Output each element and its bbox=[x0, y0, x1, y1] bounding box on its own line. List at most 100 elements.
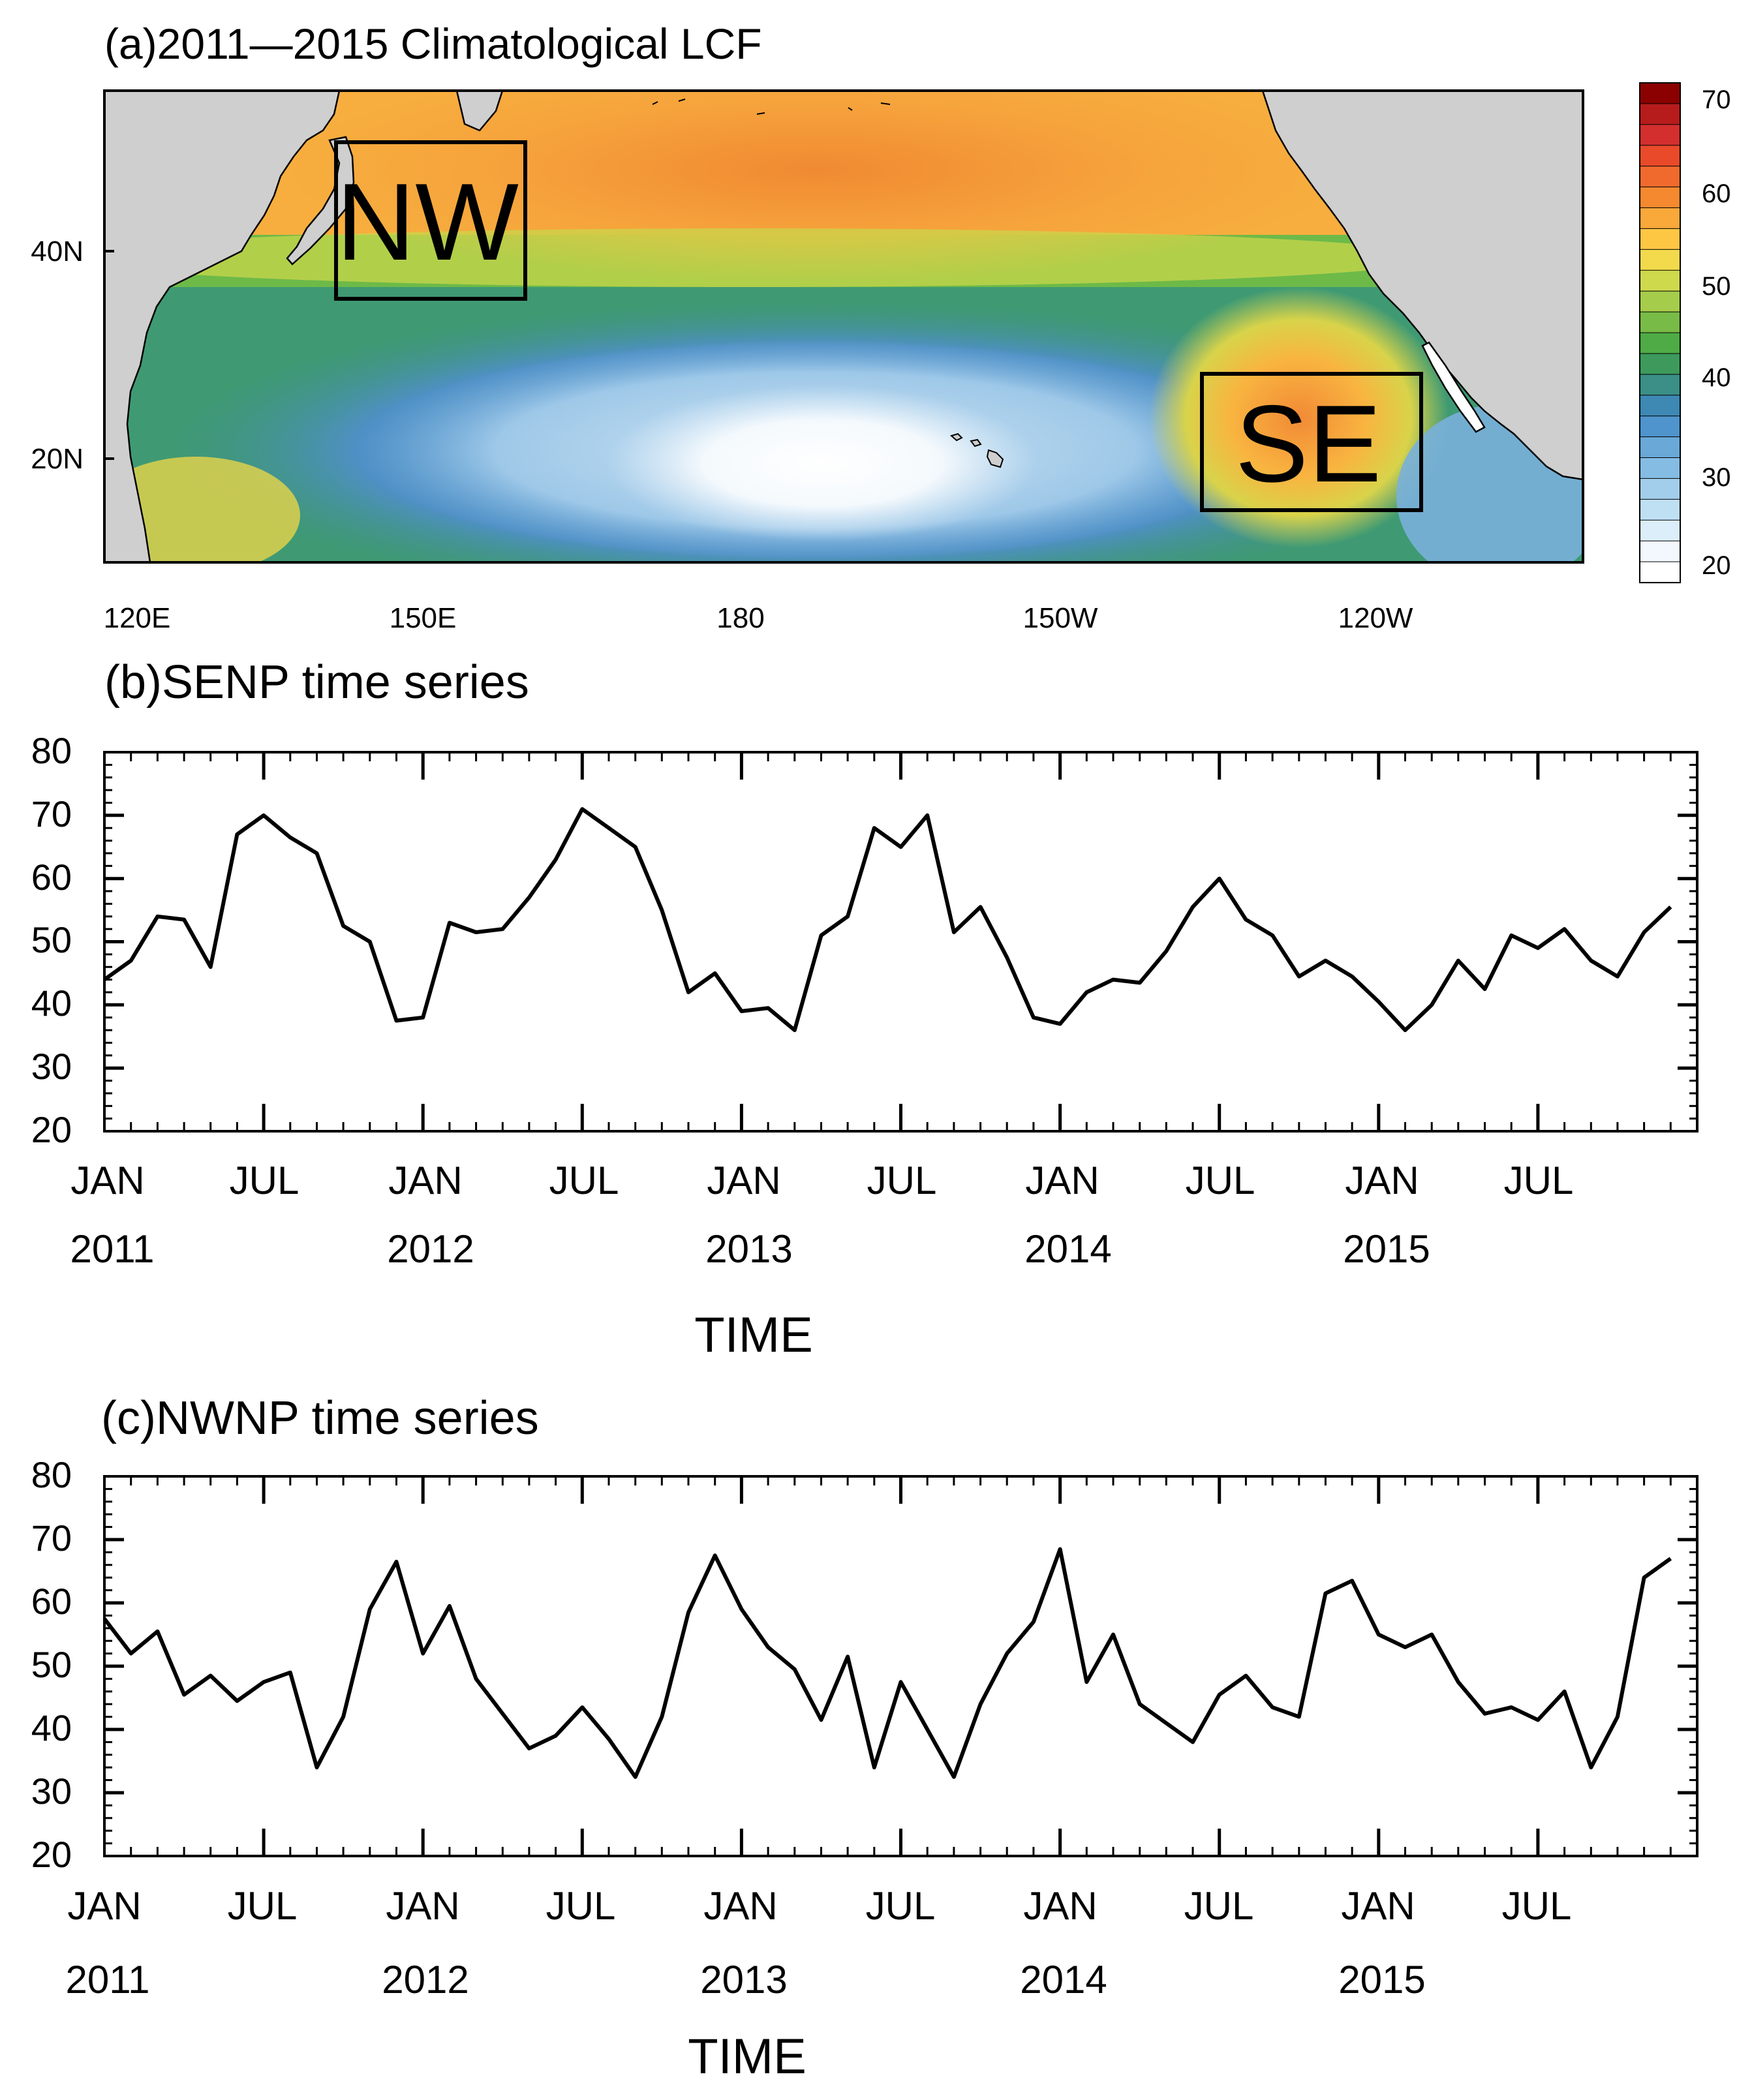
colorbar-cell bbox=[1639, 353, 1681, 375]
c-xtick-year: 2012 bbox=[382, 1958, 469, 2001]
panel-b-title: (b)SENP time series bbox=[104, 656, 529, 708]
colorbar-cell bbox=[1639, 395, 1681, 417]
c-xtick-month: JUL bbox=[228, 1884, 298, 1928]
panel-c-xticklabels: JAN JUL JAN JUL JAN JUL JAN JUL JAN JUL … bbox=[65, 1884, 1571, 2001]
colorbar-cell bbox=[1639, 269, 1681, 292]
colorbar-cell bbox=[1639, 478, 1681, 500]
colorbar-cell bbox=[1639, 457, 1681, 479]
lon-label-120e: 120E bbox=[104, 602, 171, 634]
lat-label-20n: 20N bbox=[31, 443, 84, 475]
c-xtick-year: 2015 bbox=[1338, 1958, 1425, 2001]
land-kamchatka bbox=[455, 91, 504, 132]
colorbar-cell bbox=[1639, 145, 1681, 167]
lon-label-180: 180 bbox=[716, 602, 764, 634]
colorbar-cell bbox=[1639, 311, 1681, 334]
b-ytick-80: 80 bbox=[31, 730, 72, 771]
b-xtick-month: JAN bbox=[70, 1159, 144, 1202]
b-ytick-50: 50 bbox=[31, 919, 72, 960]
b-xtick-year: 2012 bbox=[387, 1227, 474, 1271]
c-ytick-60: 60 bbox=[31, 1581, 72, 1622]
lat-label-40n: 40N bbox=[31, 236, 84, 267]
senp-series-line bbox=[103, 807, 1672, 1033]
map-field bbox=[104, 91, 1583, 562]
c-ytick-70: 70 bbox=[31, 1517, 72, 1559]
colorbar-cell bbox=[1639, 416, 1681, 438]
c-ytick-30: 30 bbox=[31, 1771, 72, 1812]
c-ytick-20: 20 bbox=[31, 1834, 72, 1875]
c-xtick-month: JUL bbox=[1184, 1884, 1254, 1928]
panel-b-ticks bbox=[104, 752, 1697, 1131]
c-xtick-year: 2013 bbox=[700, 1958, 787, 2001]
colorbar: 70 60 50 40 30 20 bbox=[1639, 82, 1731, 584]
panel-b: (b)SENP time series 80 70 60 50 40 30 20… bbox=[31, 656, 1698, 1363]
b-xtick-month: JUL bbox=[1186, 1159, 1255, 1202]
panel-b-xlabel: TIME bbox=[694, 1307, 813, 1363]
colorbar-cell bbox=[1639, 290, 1681, 313]
c-xtick-month: JUL bbox=[866, 1884, 936, 1928]
b-xtick-month: JUL bbox=[867, 1159, 937, 1202]
colorbar-cell bbox=[1639, 498, 1681, 521]
panel-c-xlabel: TIME bbox=[688, 2029, 807, 2084]
c-ytick-50: 50 bbox=[31, 1644, 72, 1685]
b-xtick-year: 2014 bbox=[1024, 1227, 1111, 1271]
colorbar-cell bbox=[1639, 519, 1681, 542]
c-ytick-40: 40 bbox=[31, 1707, 72, 1748]
map-white-core bbox=[607, 385, 1037, 541]
colorbar-frame bbox=[1639, 82, 1681, 583]
c-xtick-year: 2014 bbox=[1020, 1958, 1107, 2001]
b-ytick-20: 20 bbox=[31, 1109, 72, 1150]
colorbar-cell bbox=[1639, 103, 1681, 125]
b-xtick-month: JUL bbox=[1504, 1159, 1574, 1202]
lon-label-150w: 150W bbox=[1023, 602, 1098, 634]
colorbar-cell bbox=[1639, 82, 1681, 105]
region-box-nw-label: NW bbox=[336, 160, 519, 283]
region-box-nw-rect bbox=[334, 140, 527, 301]
colorbar-cell bbox=[1639, 207, 1681, 230]
c-ytick-80: 80 bbox=[31, 1454, 72, 1495]
map-frame bbox=[103, 89, 1584, 564]
colorbar-cell bbox=[1639, 436, 1681, 459]
panel-c-title: (c)NWNP time series bbox=[101, 1392, 539, 1444]
c-xtick-month: JUL bbox=[546, 1884, 616, 1928]
map-se-core bbox=[1148, 287, 1449, 548]
land-asia bbox=[104, 91, 341, 562]
region-box-nw: NW bbox=[334, 140, 527, 301]
region-box-se: SE bbox=[1200, 372, 1423, 512]
c-xtick-month: JAN bbox=[67, 1884, 141, 1928]
colorbar-cell bbox=[1639, 561, 1681, 584]
colorbar-tick-60: 60 bbox=[1702, 179, 1731, 208]
colorbar-cell bbox=[1639, 228, 1681, 251]
panel-a: (a)2011—2015 Climatological LCF bbox=[31, 20, 1730, 634]
land-baja bbox=[1421, 341, 1486, 433]
nwnp-series-line bbox=[102, 1547, 1672, 1779]
panel-c-yticklabels: 80 70 60 50 40 30 20 bbox=[31, 1454, 72, 1875]
colorbar-cell bbox=[1639, 166, 1681, 188]
c-xtick-month: JAN bbox=[703, 1884, 777, 1928]
lat-axis: 40N 20N bbox=[31, 236, 114, 475]
b-xtick-month: JUL bbox=[230, 1159, 300, 1202]
panel-b-xticklabels: JAN JUL JAN JUL JAN JUL JAN JUL JAN JUL … bbox=[70, 1159, 1573, 1271]
map-west-yellow bbox=[104, 457, 300, 562]
region-box-se-label: SE bbox=[1235, 382, 1381, 505]
land-hawaii bbox=[949, 433, 1004, 468]
colorbar-cell bbox=[1639, 187, 1681, 209]
b-ytick-30: 30 bbox=[31, 1046, 72, 1087]
colorbar-tick-50: 50 bbox=[1702, 272, 1731, 301]
panel-b-yticklabels: 80 70 60 50 40 30 20 bbox=[31, 730, 72, 1150]
b-ytick-60: 60 bbox=[31, 857, 72, 898]
colorbar-tick-30: 30 bbox=[1702, 463, 1731, 492]
colorbar-cell bbox=[1639, 540, 1681, 563]
b-xtick-month: JAN bbox=[707, 1159, 780, 1202]
c-xtick-month: JUL bbox=[1502, 1884, 1572, 1928]
lon-label-120w: 120W bbox=[1338, 602, 1413, 634]
b-xtick-month: JAN bbox=[1025, 1159, 1099, 1202]
colorbar-cell bbox=[1639, 249, 1681, 271]
b-xtick-month: JUL bbox=[549, 1159, 619, 1202]
b-xtick-month: JAN bbox=[1345, 1159, 1419, 1202]
panel-c: (c)NWNP time series 80 70 60 50 40 30 20… bbox=[31, 1392, 1698, 2084]
colorbar-cell bbox=[1639, 124, 1681, 146]
c-xtick-month: JAN bbox=[1341, 1884, 1415, 1928]
colorbar-tick-40: 40 bbox=[1702, 363, 1731, 392]
colorbar-tick-20: 20 bbox=[1702, 551, 1731, 580]
